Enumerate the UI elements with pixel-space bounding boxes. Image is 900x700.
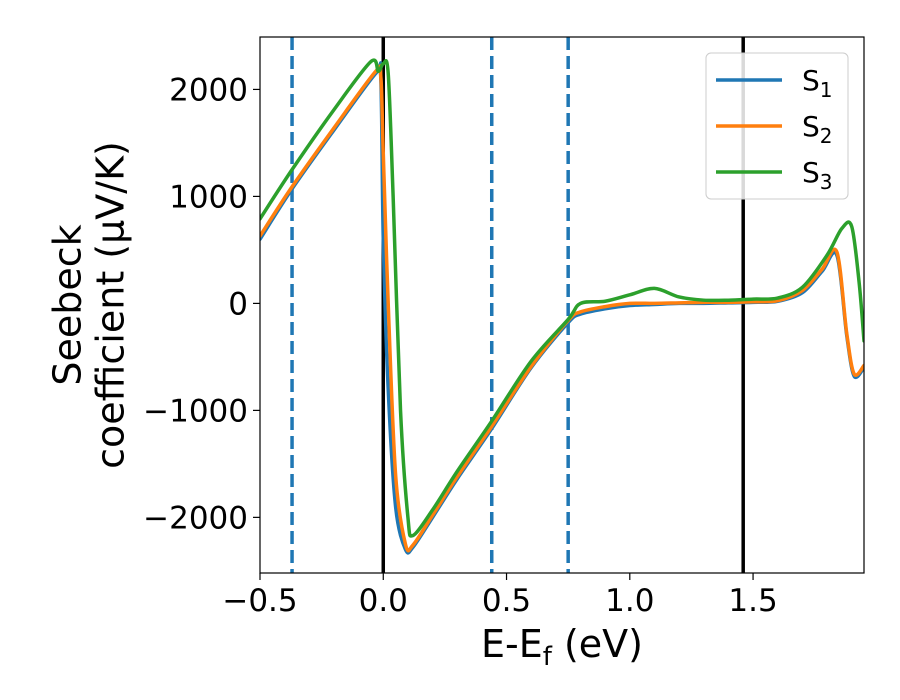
x-axis: −0.5 0.0 0.5 1.0 1.5 xyxy=(222,573,778,619)
y-axis-label-line2: coefficient (μV/K) xyxy=(89,141,133,469)
y-axis: −2000 −1000 0 1000 2000 xyxy=(143,72,260,536)
y-axis-label: Seebeck coefficient (μV/K) xyxy=(46,141,133,469)
legend: S1 S2 S3 xyxy=(705,52,849,200)
x-tick-label: −0.5 xyxy=(222,583,297,619)
y-tick-label: 0 xyxy=(228,286,248,322)
x-tick-label: 0.0 xyxy=(359,583,408,619)
y-tick-label: 2000 xyxy=(169,72,248,108)
legend-label-s2: S2 xyxy=(802,110,833,148)
y-tick-label: −2000 xyxy=(143,500,248,536)
y-tick-label: −1000 xyxy=(143,393,248,429)
x-axis-label: E-Ef (eV) xyxy=(481,622,643,672)
legend-label-s1: S1 xyxy=(802,64,833,102)
series-line-s3 xyxy=(260,58,864,538)
x-tick-label: 1.5 xyxy=(728,583,777,619)
plot-frame xyxy=(259,36,865,574)
legend-label-s3: S3 xyxy=(802,156,833,194)
series-layer xyxy=(260,58,864,555)
y-axis-label-line1: Seebeck xyxy=(46,224,90,385)
y-tick-label: 1000 xyxy=(169,179,248,215)
x-tick-label: 1.0 xyxy=(605,583,654,619)
x-tick-label: 0.5 xyxy=(482,583,531,619)
